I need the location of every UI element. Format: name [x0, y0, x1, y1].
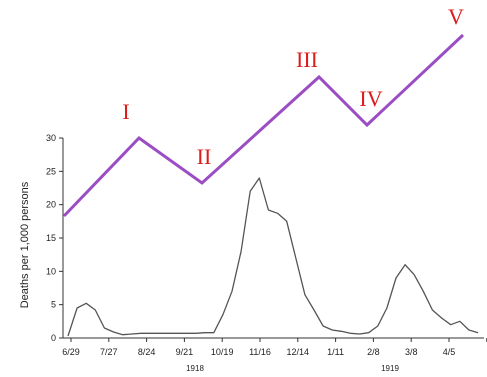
x-year-label: 1918: [186, 364, 204, 373]
wave-label: II: [197, 144, 212, 169]
wave-label: IV: [359, 86, 382, 111]
y-tick-label: 30: [46, 133, 56, 143]
x-year-label: 1919: [381, 364, 399, 373]
wave-label: I: [122, 99, 129, 124]
wave-label: III: [296, 47, 318, 72]
y-tick-label: 5: [51, 300, 56, 310]
x-tick-label: 12/14: [287, 347, 310, 357]
x-tick-label: 4/5: [443, 347, 456, 357]
x-tick-label: 8/24: [138, 347, 156, 357]
y-axis-label: Deaths per 1,000 persons: [19, 181, 31, 308]
chart-axes: [62, 138, 484, 339]
series-layer: [67, 177, 479, 337]
x-axis-ticks: 6/29 7/27 8/24 9/21 10/19 11/16 12/14 1/11 2/8 3/…: [62, 338, 487, 373]
x-tick-label: 1/11: [327, 347, 344, 357]
x-tick-label: 6/29: [62, 347, 80, 357]
x-tick-label: 9/21: [176, 347, 194, 357]
x-tick-label: 10/19: [211, 347, 234, 357]
y-tick-label: 0: [51, 333, 56, 343]
death-rate-line: [67, 177, 479, 337]
x-tick-label: 11/16: [249, 347, 271, 357]
x-tick-label: 7/27: [100, 347, 118, 357]
y-tick-label: 25: [46, 166, 56, 176]
y-axis-ticks: 0 5 10 15 20 25 30: [46, 133, 63, 343]
y-tick-label: 10: [46, 266, 56, 276]
x-tick-label: 2/8: [367, 347, 380, 357]
y-tick-label: 15: [46, 233, 56, 243]
x-tick-label: 3/8: [405, 347, 418, 357]
y-tick-label: 20: [46, 200, 56, 210]
wave-zigzag-line: [62, 33, 465, 218]
wave-label: V: [448, 4, 464, 29]
